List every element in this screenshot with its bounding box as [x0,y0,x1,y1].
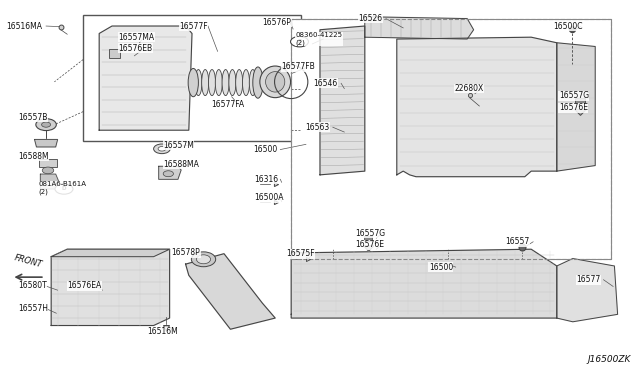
Circle shape [154,144,170,154]
Text: 22680X: 22680X [454,84,484,93]
Text: 16580T: 16580T [18,281,47,290]
Circle shape [42,122,51,127]
Text: 16546: 16546 [314,79,338,88]
Text: 08360-41225
(2): 08360-41225 (2) [296,32,342,46]
Text: 16557G: 16557G [559,92,589,100]
Circle shape [36,119,56,131]
Circle shape [291,36,308,47]
Polygon shape [291,249,557,318]
Text: 16576EA: 16576EA [67,281,102,290]
Circle shape [163,171,173,177]
Text: FRONT: FRONT [13,254,44,270]
Ellipse shape [188,68,198,97]
Ellipse shape [215,70,222,96]
Ellipse shape [202,70,209,96]
Text: 16557G: 16557G [355,229,385,238]
Polygon shape [35,140,58,147]
Circle shape [55,184,73,194]
Ellipse shape [191,252,216,267]
Ellipse shape [260,66,291,97]
Polygon shape [186,254,275,329]
Text: 081A6-B161A
(2): 081A6-B161A (2) [38,181,86,195]
Text: 16576P: 16576P [262,18,291,27]
Text: 16577FB: 16577FB [282,62,316,71]
Text: 16563: 16563 [305,123,330,132]
Text: 16500A: 16500A [254,193,284,202]
Polygon shape [51,249,170,257]
Text: 16557B: 16557B [18,113,47,122]
Polygon shape [51,249,170,326]
Bar [39,159,57,167]
Polygon shape [557,43,595,171]
Text: D: D [61,186,67,192]
Text: 16576E: 16576E [355,240,384,249]
Text: 16588M: 16588M [18,152,49,161]
Text: 16575F: 16575F [286,249,315,258]
Text: 16577F: 16577F [179,22,208,31]
Polygon shape [575,109,586,115]
Text: 16516M: 16516M [147,327,178,336]
Polygon shape [364,246,374,251]
Ellipse shape [236,70,243,96]
Ellipse shape [229,70,236,96]
Text: 16557MA: 16557MA [118,33,154,42]
Text: 16577: 16577 [576,275,600,284]
Ellipse shape [209,70,216,96]
Circle shape [158,147,166,151]
Text: 16588MA: 16588MA [163,160,199,169]
Ellipse shape [196,255,211,264]
Ellipse shape [250,70,256,96]
Bar [291,19,611,259]
Text: 16557H: 16557H [18,304,48,312]
Text: 16577FA: 16577FA [211,100,244,109]
Text: 16576EB: 16576EB [118,44,152,53]
Polygon shape [159,166,181,179]
Text: 16557: 16557 [506,237,530,246]
Ellipse shape [253,67,263,98]
Bar [575,98,585,103]
Text: 16516MA: 16516MA [6,22,42,31]
Ellipse shape [243,70,250,96]
Circle shape [42,167,54,174]
Text: 16500: 16500 [253,145,277,154]
Bar [109,49,120,58]
Text: 16526: 16526 [358,14,383,23]
Bar [364,236,372,241]
Text: B: B [298,39,301,44]
Text: 16576E: 16576E [559,103,588,112]
Text: 16578P: 16578P [172,248,200,257]
Bar [83,15,301,141]
Polygon shape [99,26,192,130]
Ellipse shape [266,71,285,92]
Text: J16500ZK: J16500ZK [587,355,630,364]
Polygon shape [320,26,365,175]
Text: 16500: 16500 [429,263,453,272]
Polygon shape [40,174,60,189]
Polygon shape [397,37,557,177]
Text: 16316: 16316 [254,175,278,184]
Ellipse shape [195,70,202,96]
Text: 16557M: 16557M [163,141,194,150]
Bar [291,19,611,259]
Polygon shape [365,17,474,39]
Ellipse shape [222,70,229,96]
Polygon shape [557,259,618,322]
Text: 16500C: 16500C [554,22,583,31]
